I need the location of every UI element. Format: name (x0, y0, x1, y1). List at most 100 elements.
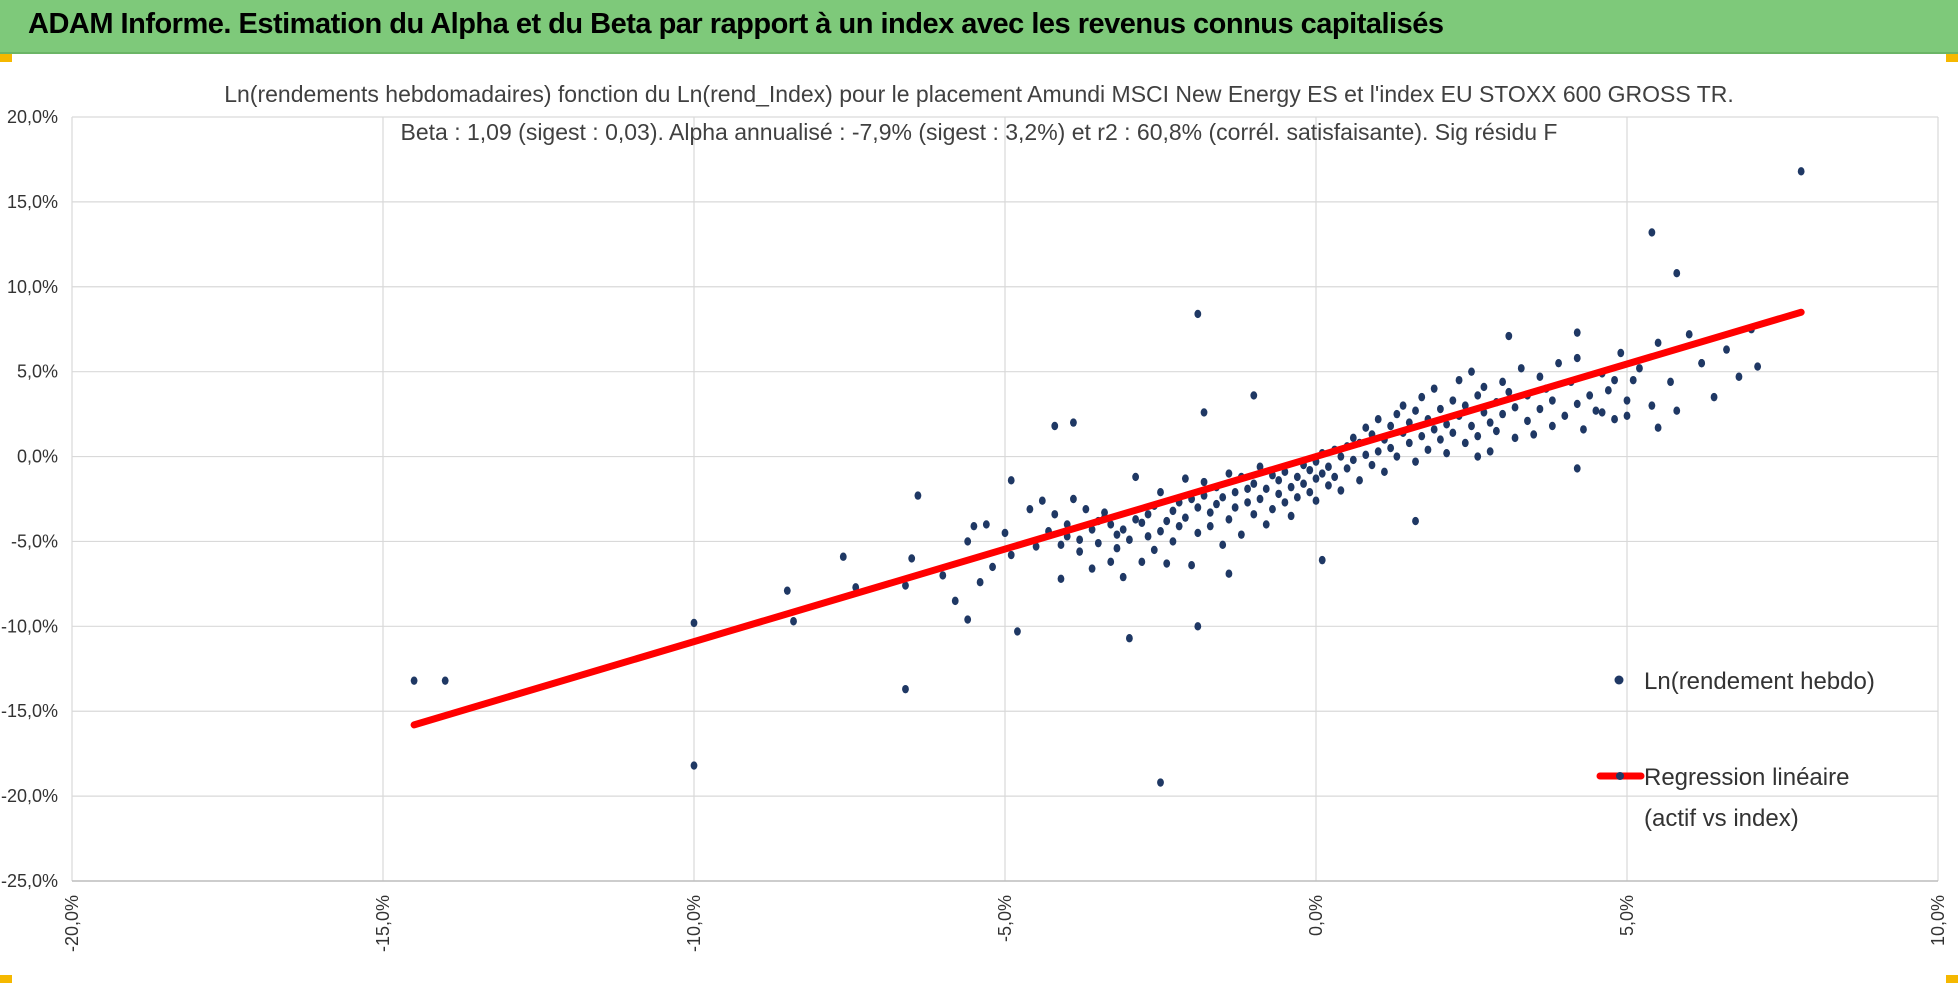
scatter-point (1437, 435, 1444, 444)
scatter-point (908, 554, 916, 563)
y-tick-label: -25,0% (1, 871, 58, 891)
scatter-point (1517, 364, 1525, 373)
scatter-point (1194, 528, 1202, 538)
scatter-point (1200, 408, 1208, 417)
scatter-point (1256, 462, 1264, 471)
scatter-point (1038, 496, 1046, 505)
y-tick-label: -10,0% (1, 616, 58, 636)
chart-area: Ln(rendements hebdomadaires) fonction du… (0, 56, 1958, 983)
x-tick-label: 5,0% (1617, 895, 1637, 936)
scatter-point (1393, 452, 1401, 461)
scatter-point (1735, 372, 1743, 381)
scatter-point (410, 676, 418, 685)
page-title: ADAM Informe. Estimation du Alpha et du … (28, 8, 1444, 40)
scatter-point (1231, 503, 1239, 512)
scatter-point (1150, 545, 1158, 555)
scatter-point (1623, 396, 1631, 405)
scatter-point (1573, 464, 1581, 473)
scatter-point (1356, 476, 1363, 485)
scatter-point (1654, 423, 1662, 432)
scatter-point (1318, 555, 1326, 565)
scatter-point (1076, 547, 1084, 556)
scatter-point (1014, 627, 1021, 636)
scatter-point (1244, 484, 1251, 494)
scatter-point (1374, 415, 1382, 424)
scatter-point (690, 618, 698, 628)
scatter-point (1169, 537, 1177, 546)
scatter-point (1163, 516, 1171, 526)
scatter-point (1275, 489, 1283, 499)
scatter-point (1119, 525, 1127, 534)
scatter-point (1573, 399, 1581, 409)
x-tick-label: 0,0% (1306, 895, 1326, 936)
scatter-point (1237, 530, 1245, 539)
corner-marker-top-left (0, 54, 12, 62)
scatter-point (1598, 408, 1606, 417)
scatter-point (1157, 527, 1164, 536)
scatter-point (1573, 353, 1581, 363)
scatter-point (1449, 396, 1457, 405)
scatter-point (1474, 452, 1482, 461)
scatter-point (1200, 477, 1208, 487)
scatter-point (1107, 520, 1115, 529)
scatter-point (1654, 338, 1662, 348)
y-tick-label: -20,0% (1, 786, 58, 806)
scatter-point (1051, 510, 1059, 519)
scatter-point (1181, 474, 1189, 483)
x-tick-labels: -20,0% -15,0% -10,0% -5,0% 0,0% 5,0% 10,0% (62, 895, 1948, 952)
scatter-point (1113, 530, 1121, 539)
scatter-point (1001, 528, 1009, 538)
scatter-point (1461, 401, 1469, 410)
scatter-point (964, 615, 972, 624)
scatter-point (1231, 488, 1239, 497)
legend: Ln(rendement hebdo) Regression linéaire … (1596, 668, 1875, 832)
scatter-point (1256, 494, 1264, 504)
x-tick-label: -15,0% (373, 895, 393, 952)
scatter-point (1269, 504, 1276, 514)
scatter-points (410, 167, 1805, 787)
scatter-point (1007, 550, 1015, 560)
scatter-point (1580, 425, 1587, 434)
scatter-point (1206, 521, 1214, 531)
scatter-point (970, 521, 978, 531)
scatter-point (1611, 415, 1618, 424)
scatter-point (902, 581, 909, 590)
legend-label-line-1: Regression linéaire (1644, 764, 1849, 791)
scatter-point (1499, 377, 1506, 387)
scatter-point (441, 676, 449, 685)
scatter-point (1219, 540, 1227, 550)
scatter-point (1710, 392, 1718, 402)
x-tick-label: -5,0% (995, 895, 1015, 942)
scatter-point (1169, 506, 1177, 516)
scatter-point (1082, 504, 1090, 514)
scatter-point (1548, 396, 1556, 405)
scatter-point (1088, 525, 1096, 534)
scatter-point (1306, 465, 1314, 475)
scatter-point (1325, 462, 1332, 471)
scatter-point (1306, 488, 1314, 497)
scatter-point (1561, 411, 1569, 421)
legend-label-line-2: (actif vs index) (1644, 805, 1799, 832)
scatter-point (1387, 421, 1395, 431)
scatter-point (1349, 455, 1357, 465)
scatter-point (1629, 375, 1637, 385)
scatter-point (1555, 358, 1562, 368)
scatter-point (1126, 535, 1133, 544)
x-tick-label: -10,0% (684, 895, 704, 952)
scatter-point (1387, 443, 1395, 453)
y-tick-label: 5,0% (17, 362, 58, 382)
scatter-point (1262, 520, 1270, 529)
scatter-point (1573, 328, 1581, 337)
scatter-point (1685, 330, 1693, 339)
scatter-point (1505, 387, 1513, 397)
scatter-point (1461, 438, 1469, 448)
scatter-point (1107, 557, 1115, 567)
scatter-point (1076, 535, 1084, 544)
scatter-point (839, 552, 847, 561)
scatter-point (1343, 464, 1351, 473)
scatter-point (690, 761, 698, 770)
scatter-point (1424, 445, 1432, 454)
scatter-point (1617, 348, 1625, 358)
scatter-point (1673, 268, 1681, 278)
scatter-point (1468, 367, 1475, 376)
